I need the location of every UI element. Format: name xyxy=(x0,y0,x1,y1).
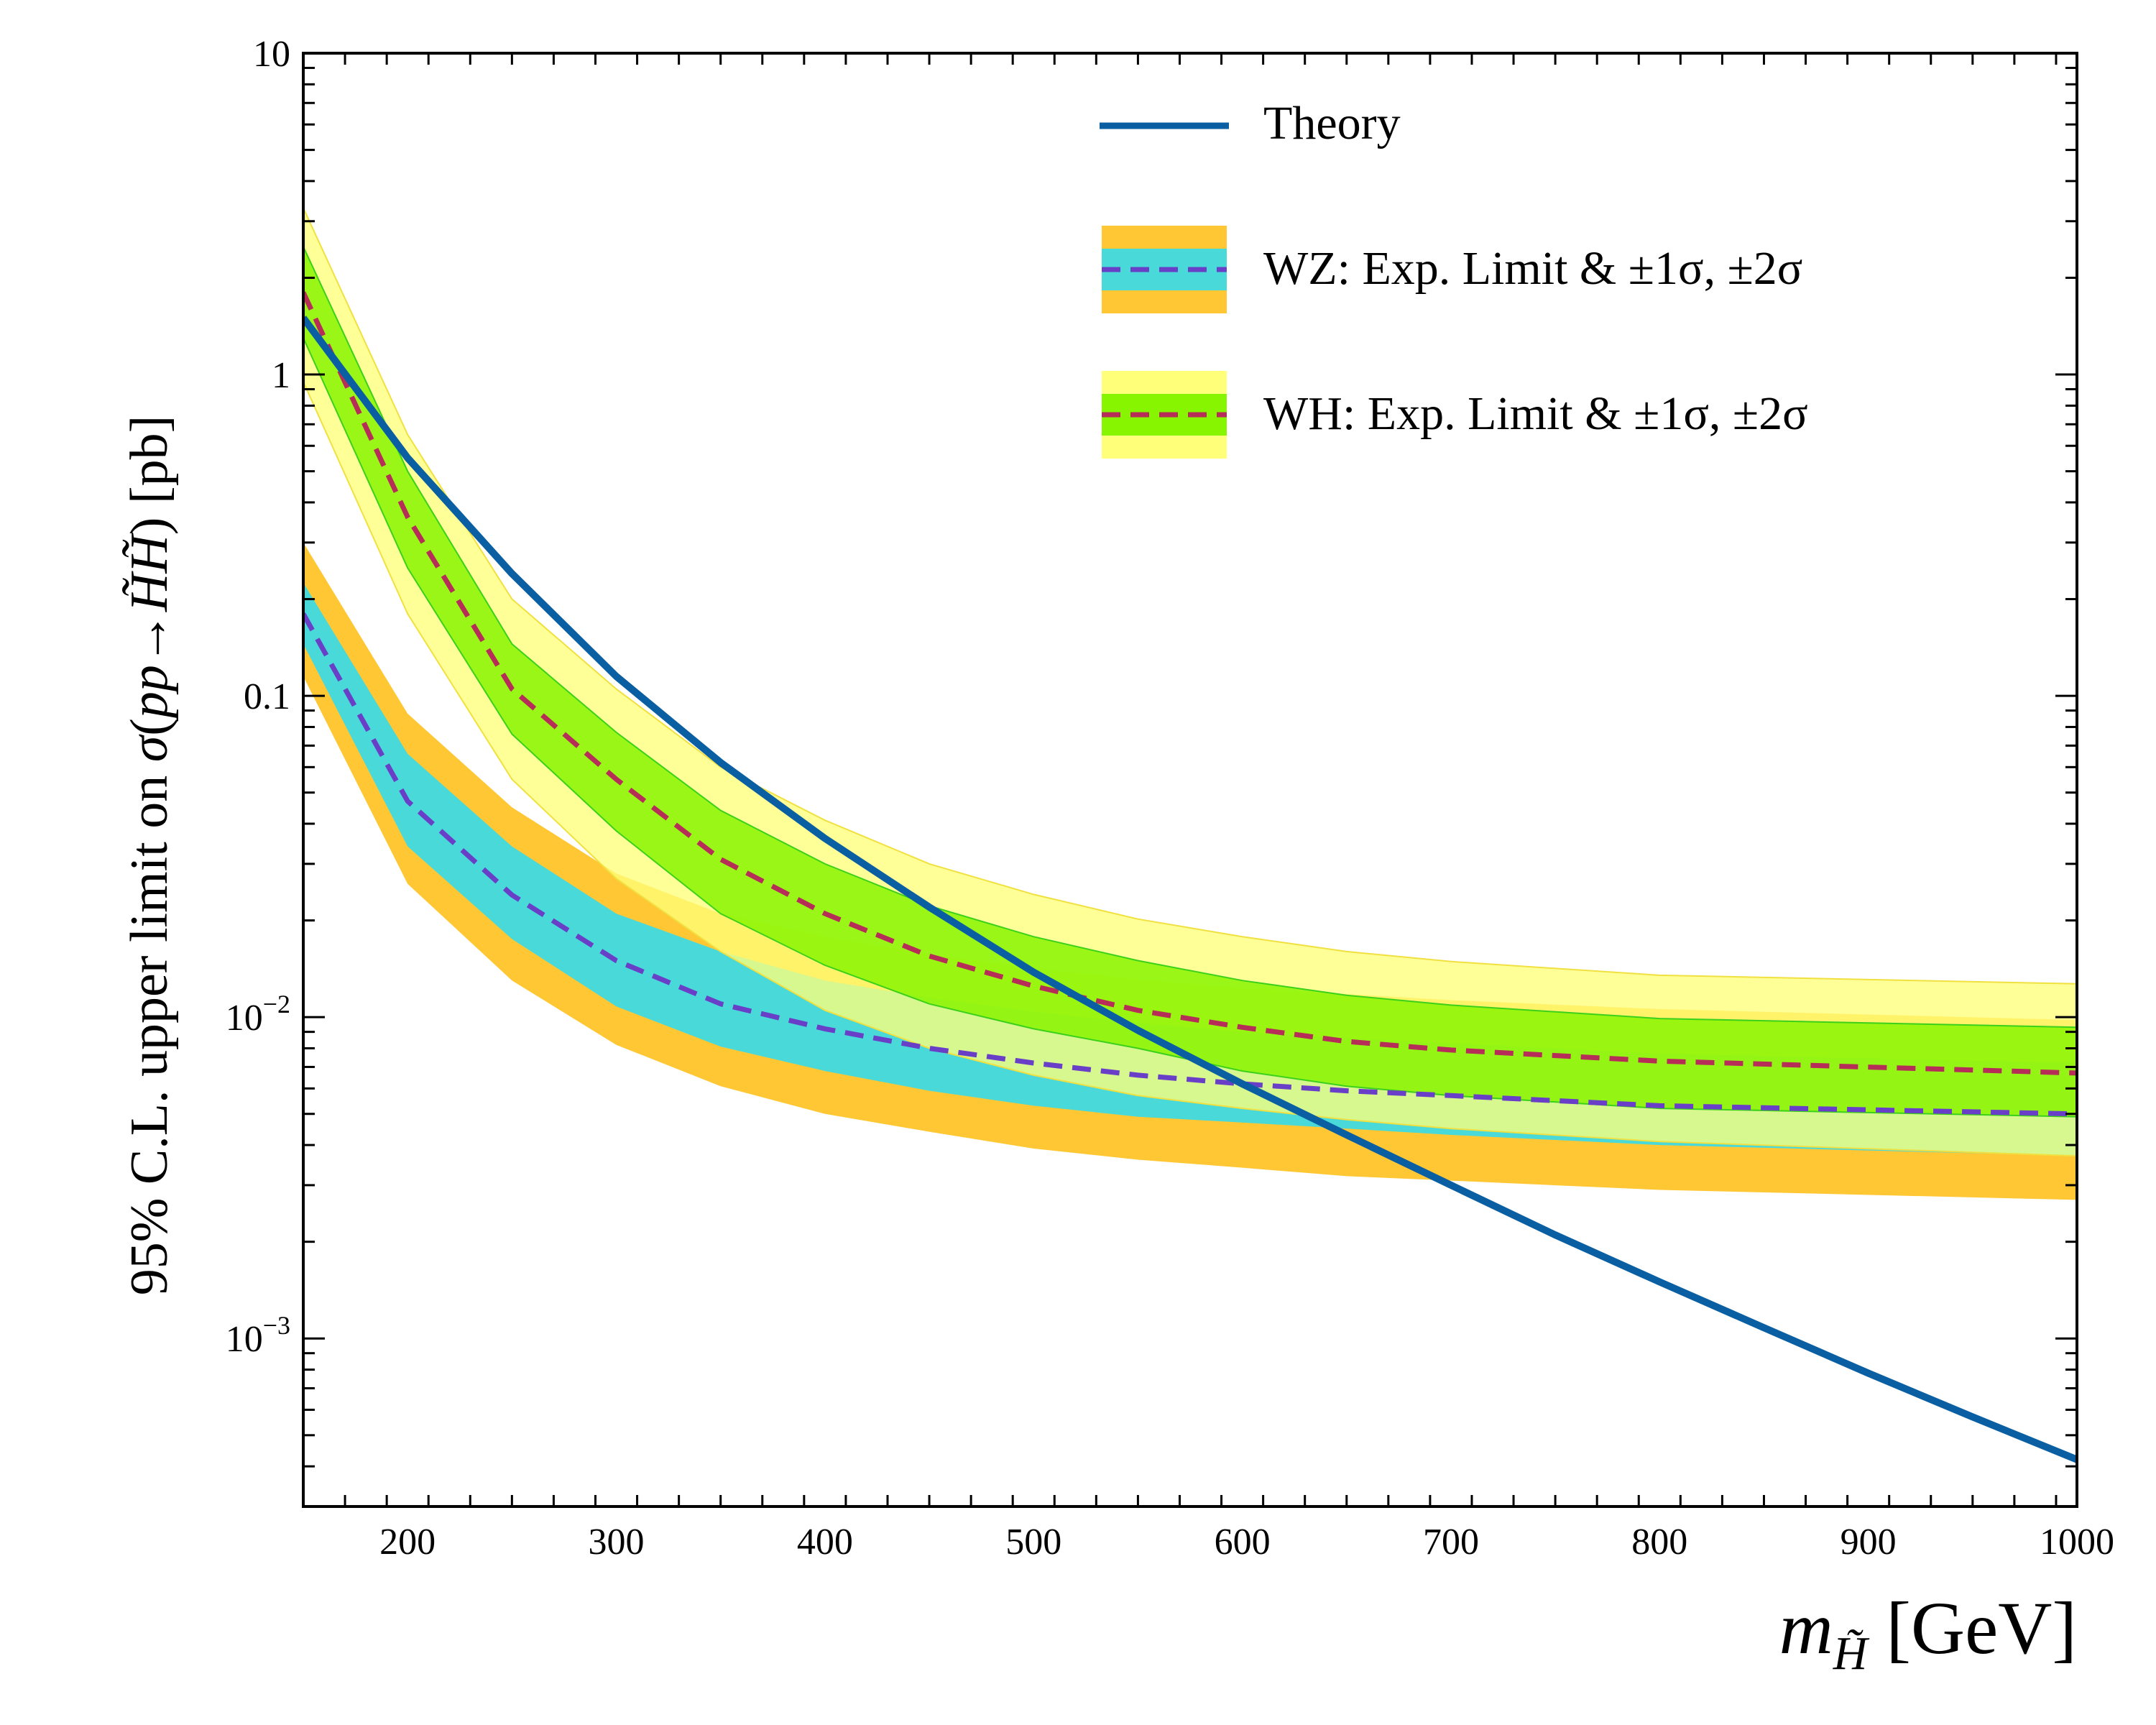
legend-label-wz: WZ: Exp. Limit & ±1σ, ±2σ xyxy=(1263,242,1802,295)
tick-labels: 200 300 400 500 600 700 800 900 1000 10 1 0.1 10−2 10… xyxy=(226,34,2114,1563)
legend-label-theory: Theory xyxy=(1263,97,1401,150)
x-tick-label: 700 xyxy=(1423,1522,1479,1563)
legend-label-wh: WH: Exp. Limit & ±1σ, ±2σ xyxy=(1263,387,1808,440)
legend-entry-theory: Theory xyxy=(1100,97,1401,150)
legend-entry-wz: WZ: Exp. Limit & ±1σ, ±2σ xyxy=(1102,226,1802,313)
uncertainty-bands xyxy=(303,207,2077,1200)
x-axis-title: mH̃ [GeV] xyxy=(1779,1587,2077,1680)
wh-1sigma-band xyxy=(303,246,2077,1118)
x-tick-label: 900 xyxy=(1841,1522,1897,1563)
y-tick-label: 10−2 xyxy=(226,990,290,1039)
x-tick-label: 300 xyxy=(589,1522,645,1563)
legend-entry-wh: WH: Exp. Limit & ±1σ, ±2σ xyxy=(1102,371,1808,459)
y-tick-label: 10−3 xyxy=(226,1311,290,1360)
x-tick-label: 600 xyxy=(1215,1522,1271,1563)
axis-ticks xyxy=(302,52,2077,1508)
legend: Theory WZ: Exp. Limit & ±1σ, ±2σ WH: Exp… xyxy=(1100,97,1808,459)
y-tick-label: 0.1 xyxy=(244,676,290,717)
x-tick-label: 500 xyxy=(1005,1522,1061,1563)
x-tick-label: 400 xyxy=(797,1522,853,1563)
series-lines xyxy=(303,291,2077,1463)
theory-line xyxy=(303,316,2077,1463)
wh-expected-line xyxy=(303,291,2077,1076)
y-axis-title: 95% C.L. upper limit on σ(pp→H̃H̃) [pb] xyxy=(120,415,179,1295)
wz-expected-line xyxy=(303,612,2077,1117)
plot-frame xyxy=(302,52,2078,1508)
y-tick-label: 1 xyxy=(272,355,290,396)
x-tick-label: 200 xyxy=(379,1522,436,1563)
y-tick-label: 10 xyxy=(253,34,290,75)
x-tick-label: 800 xyxy=(1631,1522,1687,1563)
x-tick-label: 1000 xyxy=(2040,1522,2114,1563)
